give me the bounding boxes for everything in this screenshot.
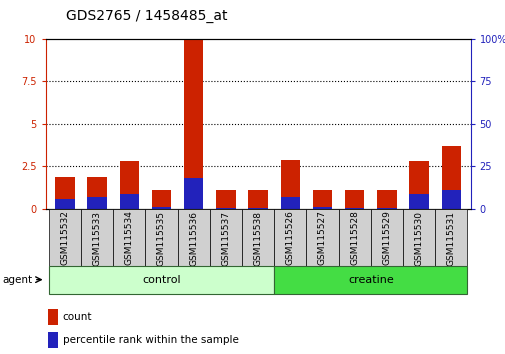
Bar: [370, 209, 402, 266]
Bar: [241, 209, 274, 266]
Bar: [248, 208, 267, 209]
Text: GSM115535: GSM115535: [157, 211, 166, 266]
Text: GSM115530: GSM115530: [414, 211, 423, 266]
Bar: [216, 190, 235, 209]
Text: GSM115536: GSM115536: [189, 211, 198, 266]
Bar: [376, 190, 396, 209]
Bar: [87, 177, 107, 209]
Bar: [338, 209, 370, 266]
Text: agent: agent: [3, 275, 33, 285]
Bar: [145, 209, 177, 266]
Text: GSM115538: GSM115538: [253, 211, 262, 266]
Bar: [119, 194, 139, 209]
Bar: [441, 146, 460, 209]
Bar: [274, 266, 467, 294]
Bar: [306, 209, 338, 266]
Text: GDS2765 / 1458485_at: GDS2765 / 1458485_at: [66, 9, 227, 23]
Bar: [280, 197, 299, 209]
Bar: [48, 266, 274, 294]
Bar: [119, 161, 139, 209]
Bar: [312, 190, 331, 209]
Bar: [216, 208, 235, 209]
Bar: [274, 209, 306, 266]
Text: control: control: [142, 275, 180, 285]
Bar: [376, 208, 396, 209]
Bar: [152, 190, 171, 209]
Bar: [280, 160, 299, 209]
Text: GSM115532: GSM115532: [60, 211, 69, 266]
Bar: [48, 209, 81, 266]
Text: GSM115526: GSM115526: [285, 211, 294, 266]
Text: GSM115537: GSM115537: [221, 211, 230, 266]
Bar: [409, 194, 428, 209]
Bar: [81, 209, 113, 266]
Bar: [55, 199, 74, 209]
Bar: [87, 197, 107, 209]
Text: GSM115527: GSM115527: [317, 211, 326, 266]
Text: creatine: creatine: [347, 275, 393, 285]
Bar: [402, 209, 434, 266]
Bar: [409, 161, 428, 209]
Text: GSM115533: GSM115533: [92, 211, 102, 266]
Bar: [344, 190, 364, 209]
Bar: [113, 209, 145, 266]
Text: percentile rank within the sample: percentile rank within the sample: [63, 335, 238, 346]
Text: GSM115528: GSM115528: [349, 211, 359, 266]
Bar: [177, 209, 210, 266]
Bar: [248, 190, 267, 209]
Text: GSM115531: GSM115531: [446, 211, 455, 266]
Text: GSM115529: GSM115529: [382, 211, 390, 266]
Bar: [152, 207, 171, 209]
Bar: [312, 207, 331, 209]
Text: count: count: [63, 312, 92, 322]
Bar: [47, 332, 58, 348]
Bar: [55, 177, 74, 209]
Bar: [47, 309, 58, 325]
Bar: [184, 39, 203, 209]
Bar: [441, 190, 460, 209]
Text: GSM115534: GSM115534: [125, 211, 133, 266]
Bar: [210, 209, 241, 266]
Bar: [344, 208, 364, 209]
Bar: [184, 178, 203, 209]
Bar: [434, 209, 467, 266]
